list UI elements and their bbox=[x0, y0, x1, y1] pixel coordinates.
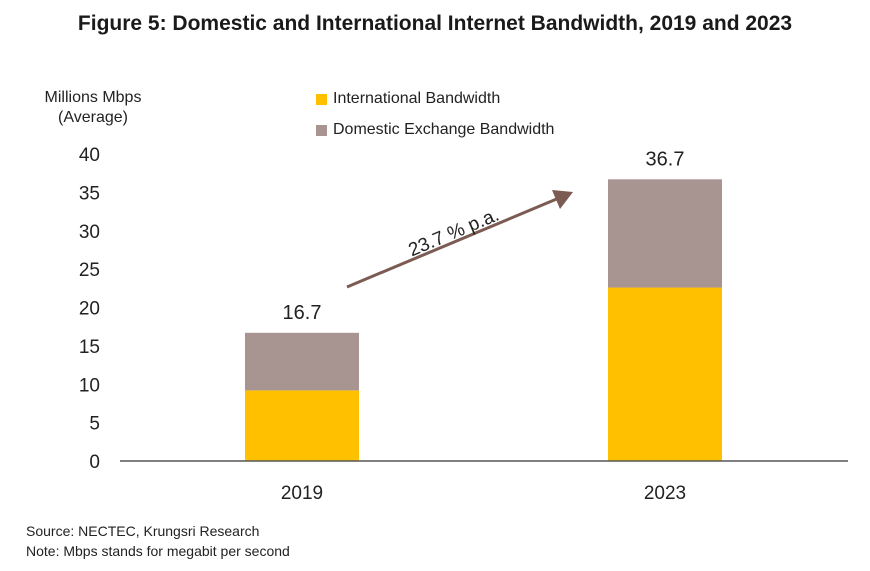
legend-swatch-international bbox=[316, 93, 327, 105]
y-axis-unit: Millions Mbps (Average) bbox=[28, 88, 158, 128]
source-note: Source: NECTEC, Krungsri Research bbox=[26, 523, 260, 539]
y-tick-label: 25 bbox=[79, 260, 100, 281]
y-tick-label: 5 bbox=[89, 414, 100, 435]
footnote: Note: Mbps stands for megabit per second bbox=[26, 543, 290, 559]
legend-label-domestic: Domestic Exchange Bandwidth bbox=[333, 121, 555, 138]
chart-title: Figure 5: Domestic and International Int… bbox=[77, 12, 793, 35]
x-category-label: 2019 bbox=[281, 483, 323, 504]
legend: International Bandwidth Domestic Exchang… bbox=[316, 88, 554, 150]
growth-annotation: 23.7 % p.a. bbox=[405, 205, 502, 262]
legend-label-international: International Bandwidth bbox=[333, 90, 501, 107]
growth-arrow-shaft bbox=[346, 196, 560, 289]
y-tick-label: 35 bbox=[79, 183, 100, 204]
y-tick-label: 0 bbox=[89, 452, 100, 473]
x-category-label: 2023 bbox=[644, 483, 686, 504]
legend-swatch-domestic bbox=[316, 124, 327, 136]
y-axis-unit-line2: (Average) bbox=[58, 109, 128, 126]
bar-domestic-2019 bbox=[245, 332, 359, 391]
y-tick-label: 15 bbox=[79, 337, 100, 358]
y-tick-label: 20 bbox=[79, 299, 100, 320]
y-tick-label: 40 bbox=[79, 145, 100, 166]
legend-item-international: International Bandwidth bbox=[316, 88, 554, 110]
bar-domestic-2023 bbox=[608, 179, 722, 288]
footer: Source: NECTEC, Krungsri Research Note: … bbox=[26, 521, 290, 561]
legend-item-domestic: Domestic Exchange Bandwidth bbox=[316, 119, 554, 141]
y-tick-label: 30 bbox=[79, 222, 100, 243]
bar-international-2023 bbox=[608, 287, 722, 461]
growth-arrow-head bbox=[552, 190, 573, 209]
y-tick-label: 10 bbox=[79, 375, 100, 396]
y-axis-unit-line1: Millions Mbps bbox=[44, 89, 142, 106]
bar-total-label: 16.7 bbox=[283, 302, 322, 324]
bar-international-2019 bbox=[245, 390, 359, 461]
bar-total-label: 36.7 bbox=[646, 148, 685, 170]
